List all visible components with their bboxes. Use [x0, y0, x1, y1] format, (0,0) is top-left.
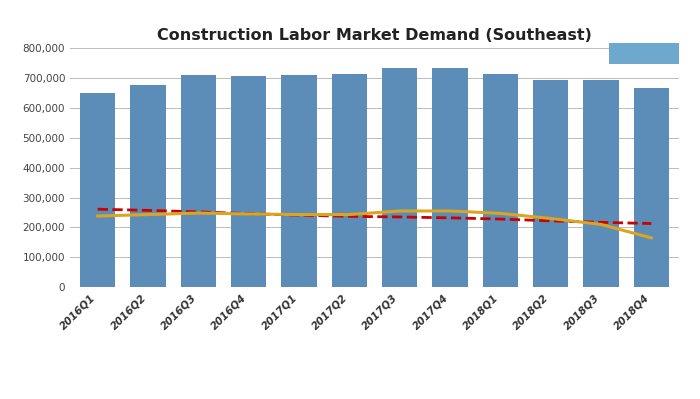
Bar [634, 88, 669, 287]
Bar [483, 74, 518, 287]
Title: Construction Labor Market Demand (Southeast): Construction Labor Market Demand (Southe… [157, 28, 592, 43]
Bar [231, 76, 266, 287]
Bar [181, 75, 216, 287]
Bar [533, 80, 568, 287]
Bar [433, 68, 468, 287]
Bar [130, 85, 166, 287]
Text: CLMA: CLMA [625, 23, 663, 36]
Bar [583, 80, 619, 287]
Bar [382, 68, 417, 287]
Bar [332, 74, 367, 287]
Bar [80, 93, 116, 287]
FancyBboxPatch shape [609, 43, 679, 64]
Bar [281, 75, 316, 287]
